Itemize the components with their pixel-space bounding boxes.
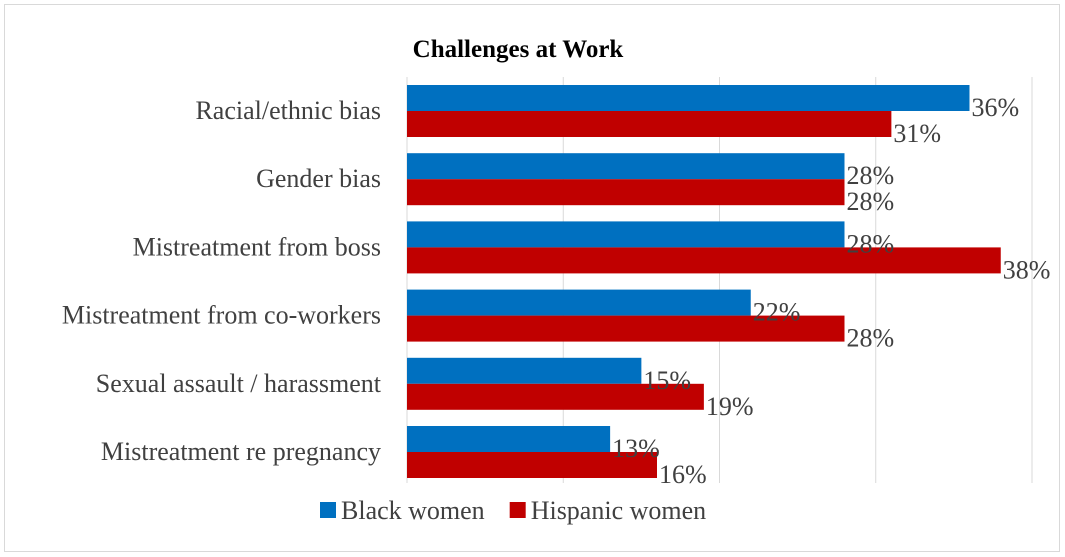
category-label: Mistreatment from co-workers	[62, 301, 381, 330]
data-label: 36%	[972, 93, 1020, 122]
category-label: Racial/ethnic bias	[195, 96, 381, 125]
data-label: 38%	[1003, 255, 1051, 284]
data-label: 15%	[643, 366, 691, 395]
bar	[407, 247, 1001, 274]
data-label: 13%	[612, 434, 660, 463]
gridlines	[406, 77, 1033, 483]
category-label: Gender bias	[256, 164, 381, 193]
legend: Black women Hispanic women	[320, 496, 706, 525]
category-label: Mistreatment from boss	[133, 232, 381, 261]
bar	[407, 357, 642, 384]
data-label: 16%	[659, 460, 707, 489]
legend-swatch	[509, 502, 526, 518]
legend-label: Hispanic women	[531, 496, 706, 525]
category-labels: Racial/ethnic bias Gender bias Mistreatmen…	[62, 96, 382, 466]
data-label: 19%	[706, 392, 754, 421]
bar	[407, 426, 611, 452]
category-label: Mistreatment re pregnancy	[101, 437, 381, 466]
data-label: 31%	[893, 119, 941, 148]
data-label: 28%	[847, 187, 895, 216]
legend-label: Black women	[341, 496, 485, 525]
data-label: 28%	[847, 229, 895, 258]
bars-group	[407, 85, 1001, 478]
data-label: 28%	[847, 324, 895, 353]
data-label: 22%	[753, 298, 801, 327]
bar	[407, 179, 845, 206]
bar	[407, 85, 970, 111]
bar	[407, 315, 845, 342]
data-labels: 36%31%28%28%28%38%22%28%15%19%13%16%	[612, 93, 1050, 489]
legend-swatch	[320, 502, 336, 518]
bar	[407, 452, 657, 478]
bar	[407, 383, 704, 410]
bar	[407, 221, 845, 248]
bar	[407, 111, 892, 137]
bar	[407, 153, 845, 180]
chart-title: Challenges at Work	[413, 36, 624, 63]
data-label: 28%	[847, 161, 895, 190]
category-label: Sexual assault / harassment	[96, 369, 382, 398]
bar	[407, 289, 751, 316]
